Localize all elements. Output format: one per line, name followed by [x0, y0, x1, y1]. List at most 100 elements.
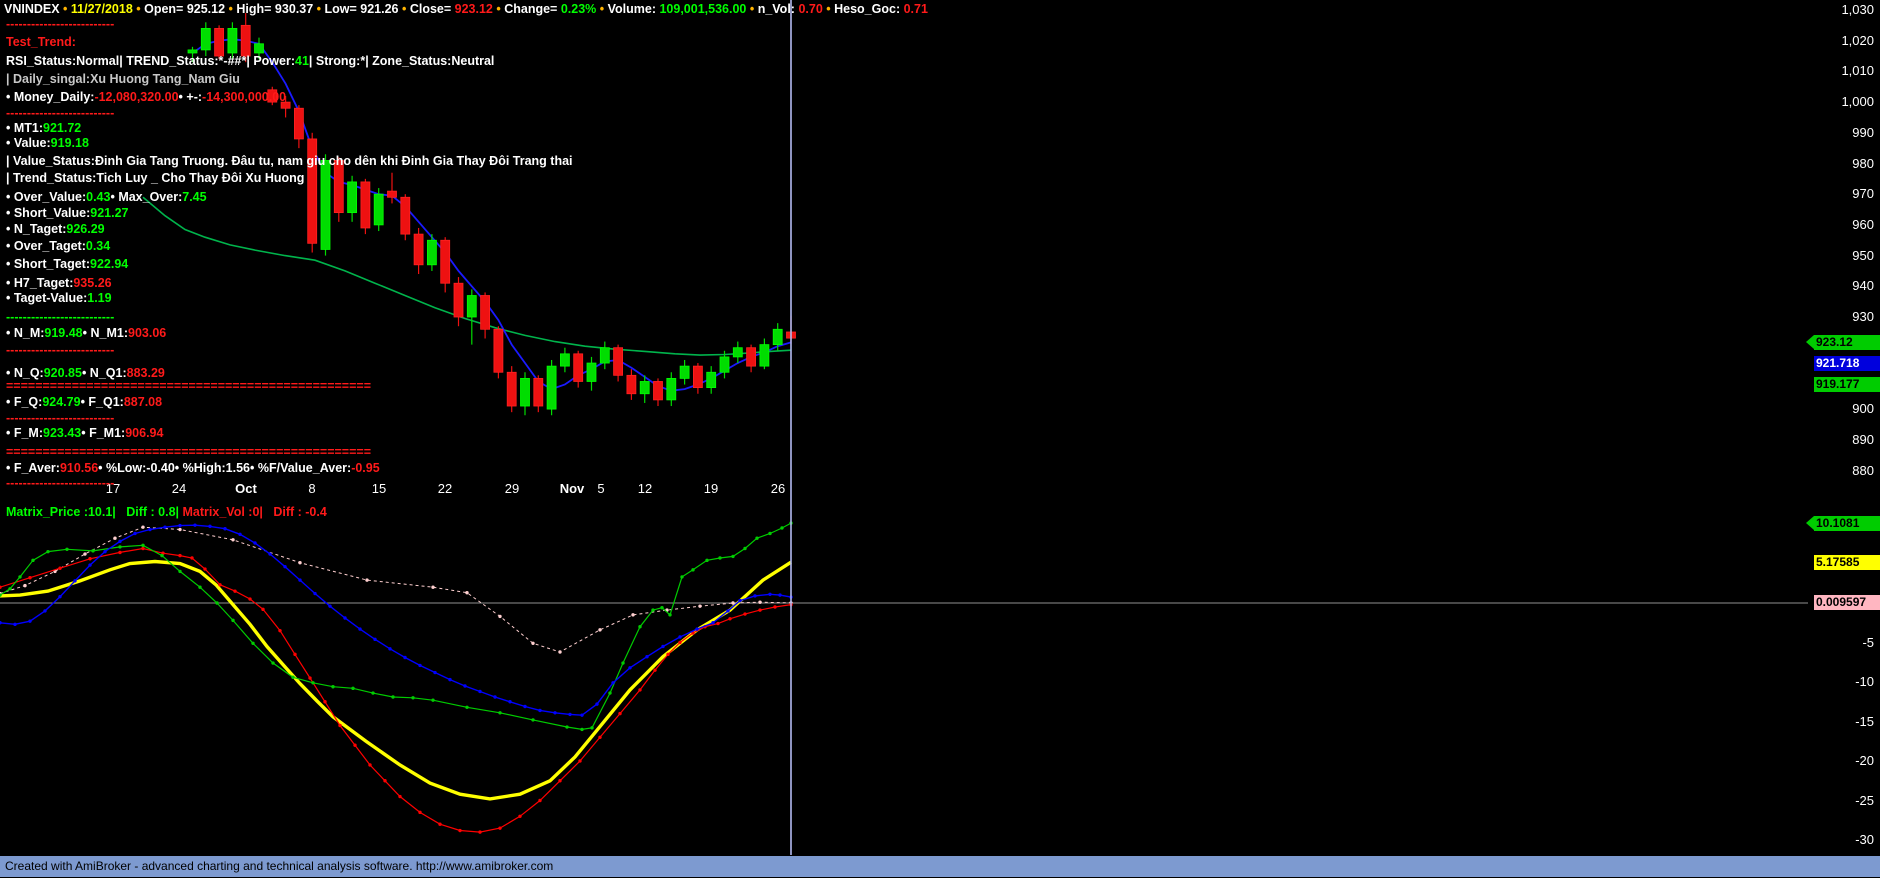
candle-down [480, 295, 491, 330]
chart-line-dot [621, 661, 625, 665]
chart-line-dot [465, 705, 469, 709]
text-segment: • N_M: [6, 326, 45, 340]
text-segment: Matrix_Vol :0| [179, 505, 263, 519]
chart-line-dot [0, 621, 2, 625]
candle-down [573, 353, 584, 382]
text-segment: 922.94 [90, 257, 129, 271]
chart-line-dot [238, 532, 242, 536]
chart-line-dot [218, 583, 222, 587]
candle-up [546, 365, 557, 410]
chart-line-dot [411, 696, 415, 700]
indicator-text-line: -------------------------- [6, 107, 114, 120]
indicator-text-line: • F_M:923.43• F_M1:906.94 [6, 427, 163, 440]
chart-line-dot [83, 552, 87, 556]
candle-up [200, 28, 211, 51]
chart-line-dot [718, 556, 722, 560]
chart-line-dot [478, 689, 482, 694]
price-axis-label: 980 [1852, 155, 1874, 171]
indicator-text-line: | Trend_Status:Tich Luy _ Cho Thay Đôi X… [6, 172, 304, 185]
chart-line [0, 547, 792, 833]
candle-down [307, 138, 318, 244]
indicator-text-line: -------------------------- [6, 311, 114, 324]
text-segment: 0.43 [86, 190, 111, 204]
price-axis-label: 1,000 [1841, 94, 1874, 110]
chart-line-dot [23, 583, 27, 588]
text-segment: • Value: [6, 136, 51, 150]
chart-line-dot [538, 798, 542, 803]
indicator-text-line: | Value_Status:Đinh Gia Tang Truong. Đâu… [6, 155, 573, 168]
candle-down [626, 374, 637, 395]
text-segment: 0.23% [560, 2, 597, 16]
chart-line-dot [358, 627, 362, 631]
text-segment: Low= 921.26 [324, 2, 399, 16]
indicator-text-line: • Over_Taget:0.34 [6, 240, 110, 253]
chart-line-dot [351, 686, 355, 691]
tag-arrow-icon [1806, 515, 1814, 530]
chart-line-dot [458, 828, 462, 833]
chart-line-dot [313, 591, 317, 596]
chart-line-dot [565, 725, 569, 729]
chart-line [0, 526, 792, 653]
chart-line-dot [371, 691, 375, 695]
text-segment: • [822, 2, 835, 16]
text-segment: Diff : 0.8| [115, 505, 180, 519]
chart-line-dot [0, 585, 2, 589]
chart-line-dot [233, 589, 237, 593]
text-segment: • +-: [178, 90, 203, 104]
status-bar: Created with AmiBroker - advanced charti… [0, 856, 1880, 877]
chart-line-dot [653, 668, 657, 672]
date-axis-label: 24 [171, 481, 187, 496]
text-segment: 41 [295, 54, 309, 68]
price-axis-label: 1,010 [1841, 63, 1874, 79]
text-segment: Volume: [607, 2, 660, 16]
candle-down [413, 233, 424, 266]
chart-line-dot [680, 575, 684, 579]
chart-line-dot [178, 553, 182, 558]
chart-line-dot [18, 575, 22, 579]
candle-down [746, 347, 756, 367]
chart-line-dot [678, 635, 682, 639]
chart-line-dot [343, 616, 347, 620]
chart-line-dot [141, 546, 145, 551]
chart-line-dot [731, 554, 735, 559]
text-segment: | Trend_Status:Tich Luy _ Cho Thay Đôi X… [6, 171, 305, 185]
text-segment: -14,300,000.00 [202, 90, 287, 104]
chart-line-dot [178, 527, 182, 532]
text-segment: 883.29 [126, 366, 165, 380]
date-axis-label: Oct [235, 481, 257, 496]
chart-line-dot [13, 622, 17, 627]
text-segment: | Daily_singal:Xu Huong Tang_Nam Giu [6, 72, 240, 86]
indicator-text-line: ========================================… [6, 446, 371, 459]
text-segment: 903.06 [128, 326, 167, 340]
text-segment: Diff : -0.4 [262, 505, 327, 519]
text-segment: • [398, 2, 410, 16]
text-segment: n_Vol: [757, 2, 799, 16]
candle-down [387, 190, 397, 198]
price-axis-label: 1,020 [1841, 32, 1874, 48]
axis-value-tag: 923.12 [1806, 334, 1880, 350]
chart-line-dot [73, 579, 77, 583]
text-segment: 0.34 [85, 239, 111, 253]
candle-down [613, 347, 623, 376]
chart-line-dot [58, 594, 62, 599]
text-segment: High= 930.37 [236, 2, 314, 16]
axis-value-tag: 921.718 [1814, 355, 1880, 371]
candle-down [240, 24, 251, 57]
candle-down [293, 107, 304, 140]
chart-line-dot [323, 700, 327, 704]
chart-line [191, 38, 792, 392]
chart-line-dot [365, 578, 369, 582]
price-axis-label: 990 [1852, 124, 1874, 140]
chart-line-dot [141, 543, 145, 548]
chart-line-dot [463, 684, 467, 688]
chart-line-dot [768, 592, 772, 597]
candle-down [506, 371, 517, 407]
text-segment: • MT1: [6, 121, 44, 135]
chart-line-dot [538, 708, 542, 713]
chart-line [0, 559, 792, 801]
chart-line-dot [531, 641, 535, 645]
chart-line-dot [118, 545, 122, 549]
candle-up [732, 347, 743, 358]
chart-line-dot [268, 552, 272, 556]
